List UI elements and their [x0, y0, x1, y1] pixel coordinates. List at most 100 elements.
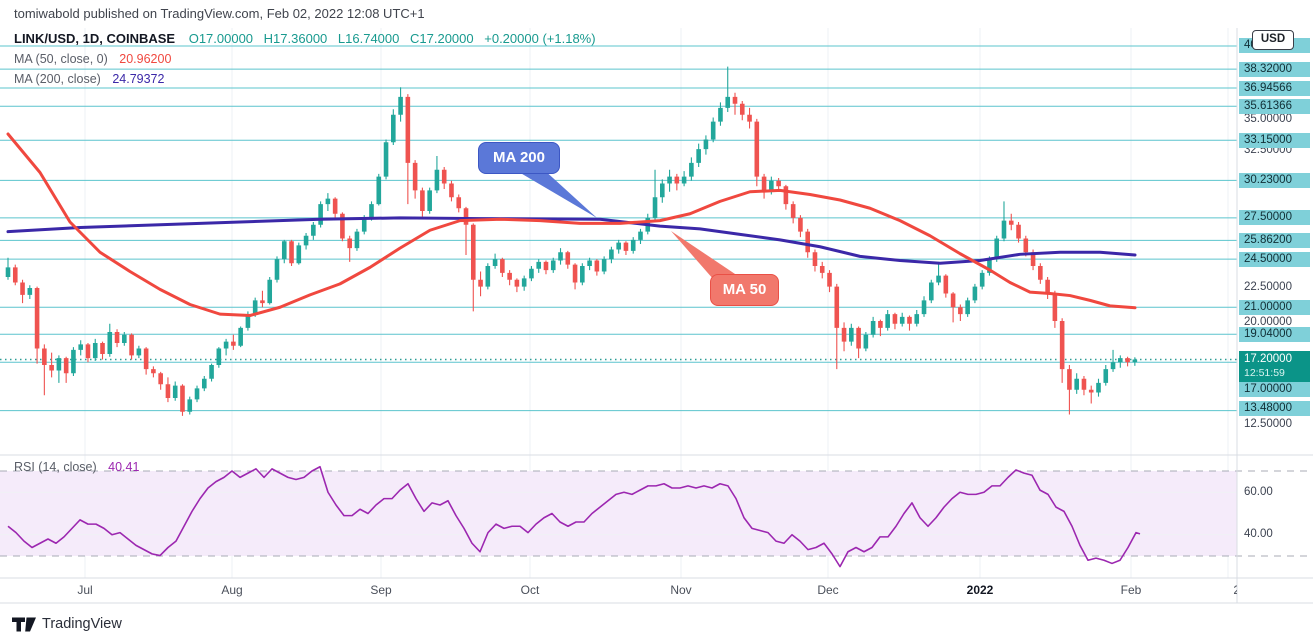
ma200-legend[interactable]: MA (200, close) 24.79372 — [14, 72, 164, 86]
candle-body — [231, 341, 236, 346]
price-level-label: 17.00000 — [1239, 382, 1310, 397]
candle-body — [383, 142, 389, 177]
candle-body — [1081, 378, 1087, 390]
candle-body — [114, 332, 120, 343]
candle-body — [994, 238, 1000, 260]
candle-body — [827, 272, 832, 287]
candle-body — [180, 385, 185, 412]
ohlc-high: H17.36000 — [263, 31, 328, 46]
candle-body — [92, 343, 98, 359]
candle-body — [223, 341, 229, 349]
candle-body — [20, 282, 25, 295]
candle-body — [1045, 279, 1050, 294]
candle-body — [660, 183, 665, 198]
candle-body — [965, 300, 970, 315]
candle-body — [492, 259, 498, 266]
candle-body — [347, 238, 352, 249]
candle-body — [507, 272, 512, 280]
candle-body — [1001, 220, 1007, 239]
candle-body — [369, 204, 374, 218]
price-axis[interactable]: 35.00000 32.50000 22.50000 20.00000 12.50000… — [1237, 28, 1313, 603]
candle-body — [325, 198, 331, 205]
tradingview-logo-link[interactable]: TradingView — [12, 612, 122, 636]
candle-body — [376, 176, 382, 205]
callout-ma200[interactable]: MA 200 — [478, 142, 560, 174]
price-level-label: 24.50000 — [1239, 252, 1310, 267]
rsi-label: RSI (14, close) — [14, 460, 97, 474]
candle-body — [1030, 252, 1036, 266]
candle-body — [281, 241, 287, 260]
candle-body — [303, 235, 309, 246]
rsi-line — [7, 465, 1141, 568]
candle-body — [950, 293, 956, 308]
candle-body — [354, 231, 360, 249]
ohlc-open: O17.00000 — [188, 31, 254, 46]
symbol-legend[interactable]: LINK/USD, 1D, COINBASE O17.00000 H17.360… — [14, 31, 603, 46]
callout-ma200-label: MA 200 — [493, 149, 545, 166]
candle-body — [1038, 266, 1043, 280]
currency-toggle-button[interactable]: USD — [1252, 30, 1294, 50]
candle-body — [332, 198, 338, 214]
candle-body — [681, 176, 687, 184]
current-price-label: 17.20000 12:51:59 — [1239, 351, 1310, 382]
callout-tail-ma50 — [671, 231, 744, 280]
candle-body — [819, 266, 825, 273]
candle-body — [209, 365, 214, 379]
candle-body — [361, 217, 367, 232]
candle-body — [856, 327, 861, 349]
candle-body — [311, 224, 316, 236]
candle-body — [558, 252, 563, 261]
price-level-label: 33.15000 — [1239, 133, 1310, 148]
candle-body — [1125, 358, 1130, 363]
time-tick-label: Jul — [77, 583, 93, 597]
candle-body — [899, 316, 905, 324]
callout-ma50[interactable]: MA 50 — [710, 274, 779, 306]
time-axis[interactable]: Jul Aug Sep Oct Nov Dec 2022 Feb 21 — [0, 580, 1237, 602]
tradingview-logo-text: TradingView — [42, 616, 122, 632]
bar-countdown: 12:51:59 — [1244, 367, 1285, 379]
candle-body — [972, 286, 978, 301]
price-level-label: 13.48000 — [1239, 401, 1310, 416]
candle-body — [456, 197, 462, 209]
candle-body — [1052, 293, 1058, 321]
candle-body — [703, 139, 709, 150]
candle-body — [987, 259, 992, 273]
price-tick-label: 22.50000 — [1244, 281, 1292, 293]
time-tick-label: 2022 — [966, 583, 994, 597]
ohlc-close: C17.20000 — [410, 31, 474, 46]
candle-body — [1016, 224, 1021, 239]
candle-body — [790, 204, 796, 218]
time-tick-label: Nov — [670, 583, 692, 597]
candle-body — [107, 332, 113, 354]
candle-body — [979, 272, 985, 287]
candle-body — [12, 267, 18, 283]
candle-body — [870, 321, 876, 335]
price-level-label: 21.00000 — [1239, 300, 1310, 315]
candle-body — [1067, 369, 1072, 390]
candle-body — [587, 260, 592, 266]
rsi-legend[interactable]: RSI (14, close) 40.41 — [14, 460, 139, 474]
candle-body — [812, 252, 818, 266]
ma200-label: MA (200, close) — [14, 72, 101, 86]
candle-body — [238, 327, 243, 346]
ma50-legend[interactable]: MA (50, close, 0) 20.96200 — [14, 52, 171, 66]
candle-body — [252, 300, 258, 315]
candle-body — [594, 260, 600, 272]
candle-body — [34, 288, 40, 349]
candle-body — [1074, 378, 1079, 390]
candle-body — [478, 279, 483, 287]
candle-body — [761, 176, 767, 191]
candle-body — [521, 278, 527, 287]
candle-body — [776, 180, 781, 187]
candle-body — [463, 208, 469, 225]
candle-body — [805, 231, 810, 253]
candle-body — [1118, 358, 1123, 363]
candle-body — [798, 217, 803, 232]
candle-body — [616, 242, 621, 250]
candle-body — [289, 241, 294, 264]
price-level-label: 35.61366 — [1239, 99, 1310, 114]
candle-body — [449, 183, 454, 198]
candle-body — [391, 114, 396, 143]
